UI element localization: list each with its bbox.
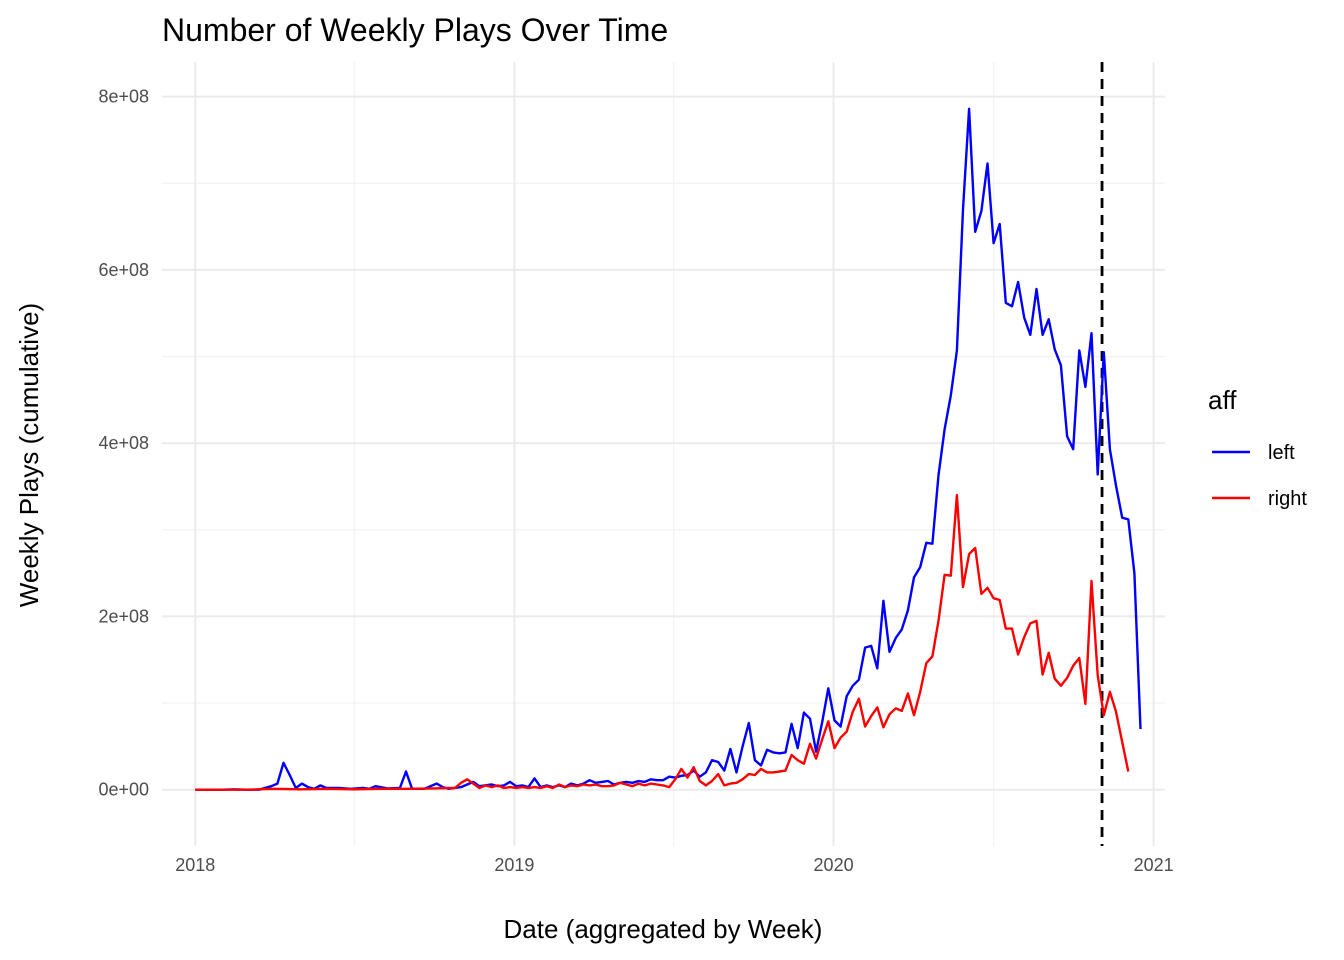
legend-label-right: right: [1268, 488, 1307, 510]
series-line-left: [195, 107, 1142, 791]
y-tick-label: 8e+08: [98, 87, 149, 107]
y-tick-label: 4e+08: [98, 433, 149, 453]
grid: [162, 62, 1165, 846]
y-axis-title: Weekly Plays (cumulative): [14, 303, 44, 607]
legend-title: aff: [1208, 385, 1237, 415]
series-layer: [195, 107, 1142, 791]
chart-title: Number of Weekly Plays Over Time: [162, 12, 668, 48]
legend: aff left right: [1208, 385, 1307, 510]
x-tick-label: 2021: [1134, 855, 1174, 875]
x-tick-label: 2018: [175, 855, 215, 875]
x-tick-label: 2020: [814, 855, 854, 875]
x-tick-label: 2019: [494, 855, 534, 875]
y-tick-label: 0e+00: [98, 780, 149, 800]
x-axis-title: Date (aggregated by Week): [504, 914, 823, 944]
y-axis-ticks: 0e+00 2e+08 4e+08 6e+08 8e+08: [98, 87, 149, 800]
legend-label-left: left: [1268, 442, 1295, 464]
series-line-right: [195, 493, 1130, 791]
y-tick-label: 2e+08: [98, 606, 149, 626]
legend-items: left right: [1212, 442, 1307, 510]
x-axis-ticks: 2018 2019 2020 2021: [175, 855, 1173, 875]
y-tick-label: 6e+08: [98, 260, 149, 280]
